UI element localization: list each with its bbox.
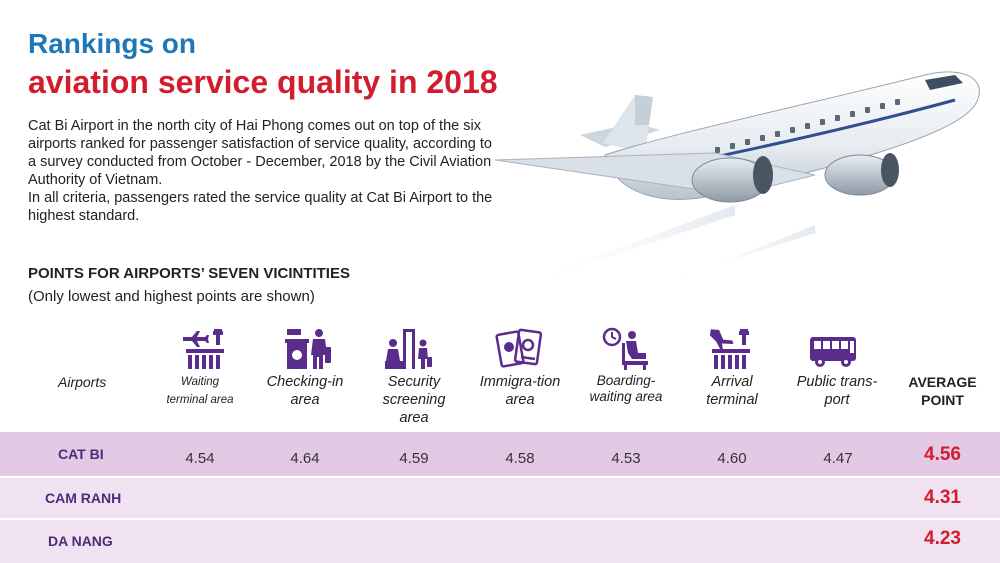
- column-header-security: Security screening area: [382, 374, 446, 426]
- airports-column-header: Airports: [58, 374, 107, 390]
- passport-icon: [495, 328, 543, 368]
- column-header-immigration: Immigra-tion area: [479, 374, 561, 408]
- value-cell: 4.64: [290, 450, 320, 467]
- section-title: POINTS FOR AIRPORTS’ SEVEN VICINTITIES: [28, 265, 350, 282]
- average-value: 4.23: [924, 528, 961, 549]
- security-screening-icon: [385, 329, 432, 369]
- airport-terminal-icon: [183, 329, 224, 369]
- waiting-seat-icon: [602, 327, 648, 370]
- intro-paragraph-2: In all criteria, passengers rated the se…: [28, 190, 493, 224]
- value-cell: 4.60: [717, 450, 747, 467]
- table-row: DA NANG 4.23: [0, 520, 1000, 563]
- airplane-illustration: [494, 71, 980, 285]
- table-row: CAM RANH 4.31: [0, 478, 1000, 518]
- column-header-checking-in: Checking-in area: [266, 374, 344, 408]
- intro-text: Cat Bi Airport in the north city of Hai …: [28, 117, 498, 225]
- bus-icon: [810, 337, 856, 367]
- average-value: 4.31: [924, 487, 961, 508]
- value-cell: 4.53: [611, 450, 641, 467]
- row-airport-name: DA NANG: [48, 533, 113, 549]
- column-header-arrival: Arrival terminal: [706, 374, 758, 408]
- title-line-1: Rankings on: [28, 28, 197, 59]
- value-cell: 4.54: [185, 450, 215, 467]
- title-line-2: aviation service quality in 2018: [28, 64, 498, 100]
- section-subtitle: (Only lowest and highest points are show…: [28, 288, 315, 305]
- value-cell: 4.47: [823, 450, 853, 467]
- intro-paragraph-1: Cat Bi Airport in the north city of Hai …: [28, 118, 492, 188]
- column-header-waiting: Waiting terminal area: [166, 376, 234, 406]
- column-header-public-transport: Public trans-port: [796, 374, 878, 408]
- column-header-boarding: Boarding-waiting area: [589, 373, 663, 404]
- row-airport-name: CAT BI: [58, 446, 104, 462]
- value-cell: 4.59: [399, 450, 429, 467]
- value-cell: 4.58: [505, 450, 535, 467]
- average-value: 4.56: [924, 444, 961, 465]
- row-airport-name: CAM RANH: [45, 490, 122, 506]
- arrival-terminal-icon: [709, 329, 750, 369]
- check-in-counter-icon: [285, 329, 331, 369]
- table-row: CAT BI 4.54 4.64 4.59 4.58 4.53 4.60 4.4…: [0, 432, 1000, 476]
- average-point-header: AVERAGE POINT: [908, 374, 977, 408]
